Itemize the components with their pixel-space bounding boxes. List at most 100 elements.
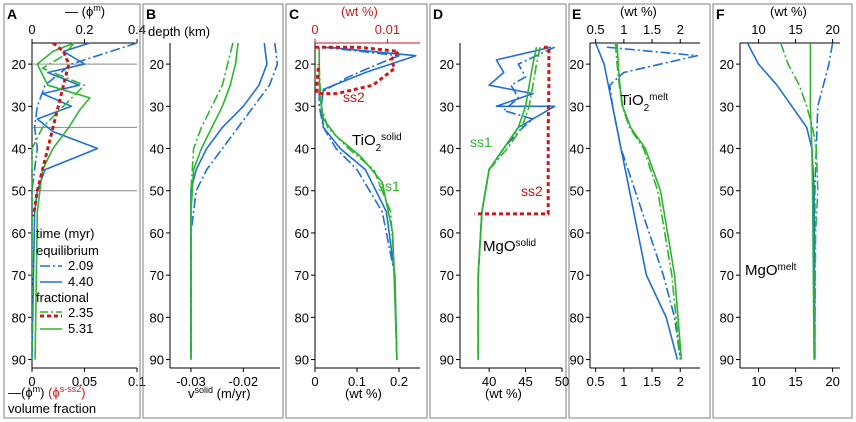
x-tick-label: 1.5 xyxy=(643,374,661,389)
y-tick-label: 80 xyxy=(295,310,309,325)
y-tick-label: 50 xyxy=(12,184,26,199)
x-tick-label: 0.1 xyxy=(128,374,146,389)
y-tick-label: 70 xyxy=(720,268,734,283)
y-tick-label: 60 xyxy=(440,226,454,241)
y-tick-label: 40 xyxy=(12,142,26,157)
top-tick-label: 0.2 xyxy=(75,22,93,37)
panel-frame xyxy=(3,3,141,419)
legend-entry: 5.31 xyxy=(68,321,93,336)
series-line-2.09 xyxy=(190,42,279,360)
y-tick-label: 40 xyxy=(150,142,164,157)
series-line-2.35 xyxy=(31,42,86,360)
top-tick-label: 0.4 xyxy=(128,22,146,37)
x-axis-label: (wt %) xyxy=(485,386,522,401)
top-tick-label: 0.01 xyxy=(375,22,400,37)
annotation-ss1: ss1 xyxy=(378,178,400,194)
x-tick-label: 0.5 xyxy=(587,374,605,389)
series-line-4.40 xyxy=(594,42,679,360)
x-tick-label: -0.02 xyxy=(229,374,259,389)
x-tick-label: 50 xyxy=(555,374,569,389)
y-tick-label: 90 xyxy=(440,353,454,368)
y-tick-label: 80 xyxy=(570,310,584,325)
panel-frame xyxy=(285,3,428,419)
panel-frame xyxy=(429,3,567,419)
panel-frame xyxy=(712,3,853,419)
series-line-5.31 xyxy=(34,42,91,360)
y-tick-label: 90 xyxy=(12,353,26,368)
y-tick-label: 70 xyxy=(12,268,26,283)
y-tick-label: 20 xyxy=(720,57,734,72)
series-line-2.09 xyxy=(318,46,400,360)
series-line-4.40 xyxy=(320,46,417,360)
y-tick-label: 30 xyxy=(570,99,584,114)
annotation-ss1: ss1 xyxy=(470,134,492,150)
top-tick-label: 10 xyxy=(751,22,765,37)
y-tick-label: 40 xyxy=(295,142,309,157)
panel-letter: F xyxy=(716,6,725,22)
x-tick-label: 1 xyxy=(620,374,627,389)
x-tick-label: 0.1 xyxy=(348,374,366,389)
series-line-5.31 xyxy=(318,47,398,360)
y-tick-label: 20 xyxy=(150,57,164,72)
x-tick-label: 20 xyxy=(825,374,839,389)
series-line-2.09 xyxy=(477,46,556,360)
legend-group-equilibrium: equilibrium xyxy=(36,243,99,258)
series-line-5.31 xyxy=(809,43,815,360)
y-tick-label: 20 xyxy=(570,57,584,72)
series-line-4.40 xyxy=(477,46,556,360)
legend-entry: 2.09 xyxy=(68,258,93,273)
y-tick-label: 30 xyxy=(12,99,26,114)
bottom-axis-label: —(ϕm) (ϕs-ss2) xyxy=(8,384,86,400)
series-line-2.35 xyxy=(477,47,541,360)
x-tick-label: 2 xyxy=(677,374,684,389)
y-tick-label: 20 xyxy=(440,57,454,72)
y-tick-label: 70 xyxy=(440,268,454,283)
top-tick-label: 1.5 xyxy=(643,22,661,37)
top-tick-label: 0 xyxy=(28,22,35,37)
series-line-s-ss2 xyxy=(315,45,400,96)
series-line-5.31 xyxy=(190,42,239,360)
panel-letter: C xyxy=(289,6,299,22)
series-line-4.40 xyxy=(746,42,816,360)
y-tick-label: 60 xyxy=(570,226,584,241)
y-tick-label: 70 xyxy=(295,268,309,283)
y-tick-label: 80 xyxy=(720,310,734,325)
panel-d: D 20 30 40 50 60 70 80 90 40 45 50 (wt %) ss1 ss2 MgOso… xyxy=(429,3,569,419)
y-tick-label: 50 xyxy=(440,184,454,199)
y-tick-label: 40 xyxy=(440,142,454,157)
y-tick-label: 60 xyxy=(12,226,26,241)
y-tick-label: 80 xyxy=(150,310,164,325)
y-tick-label: 90 xyxy=(295,353,309,368)
series-line-2.09 xyxy=(813,42,834,360)
annotation-tio2-solid: TiO2solid xyxy=(352,132,402,154)
y-tick-label: 90 xyxy=(150,353,164,368)
x-axis-label: (wt %) xyxy=(345,386,382,401)
x-tick-label: 10 xyxy=(751,374,765,389)
annotation-mgo-solid: MgOsolid xyxy=(483,238,536,256)
panel-frame xyxy=(568,3,711,419)
top-tick-label: 0 xyxy=(311,22,318,37)
series-line-2.35 xyxy=(614,42,682,360)
y-tick-label: 30 xyxy=(440,99,454,114)
top-axis-label: (wt %) xyxy=(620,4,657,19)
x-tick-label: 45 xyxy=(518,374,532,389)
legend-entry: 2.35 xyxy=(68,305,93,320)
x-tick-label: 15 xyxy=(788,374,802,389)
y-tick-label: 30 xyxy=(295,99,309,114)
top-tick-label: 15 xyxy=(788,22,802,37)
y-tick-label: 80 xyxy=(12,310,26,325)
panel-letter: E xyxy=(572,6,581,22)
top-axis-label: (wt %) xyxy=(770,4,807,19)
series-line-4.40 xyxy=(31,42,99,360)
x-tick-label: 40 xyxy=(482,374,496,389)
annotation-ss2: ss2 xyxy=(343,89,365,105)
y-tick-label: 40 xyxy=(570,142,584,157)
y-tick-label: 80 xyxy=(440,310,454,325)
y-tick-label: 60 xyxy=(720,226,734,241)
panel-b: B 20 30 40 50 60 70 80 90 -0.03 -0.02 depth (km) vso… xyxy=(142,3,284,419)
y-tick-label: 30 xyxy=(720,99,734,114)
